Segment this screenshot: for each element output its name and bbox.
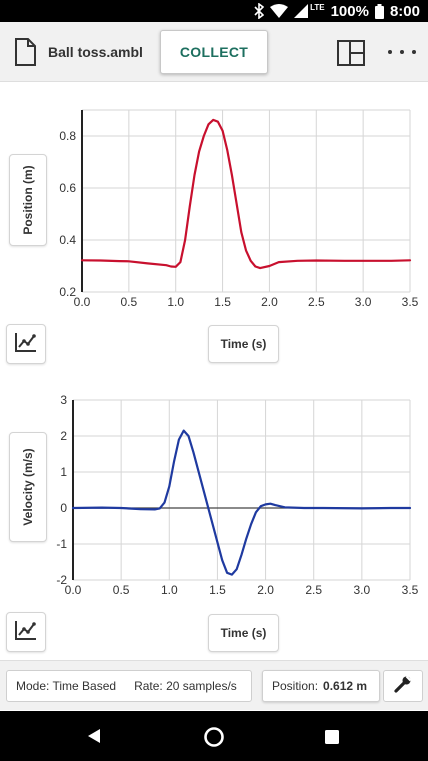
y-axis-label-text: Position (m) (21, 165, 35, 235)
autoscale-button[interactable] (6, 612, 46, 652)
back-icon[interactable] (86, 728, 102, 749)
signal-icon (294, 4, 309, 18)
position-x-axis-label[interactable]: Time (s) (208, 325, 279, 363)
autoscale-button[interactable] (6, 324, 46, 364)
navigation-bar (0, 711, 428, 761)
sensor-settings-button[interactable] (383, 670, 423, 702)
position-y-axis-label[interactable]: Position (m) (9, 154, 47, 246)
position-graph: 0.0 0.5 1.0 1.5 2.0 2.5 3.0 3.5 0.2 0.4 0.6 0.8 Pos… (0, 82, 428, 372)
y-tick-label: -2 (56, 573, 67, 587)
file-icon[interactable] (14, 38, 36, 71)
home-icon[interactable] (203, 726, 225, 753)
x-tick-label: 3.5 (402, 583, 419, 597)
toolbar: Ball toss.ambl COLLECT (0, 22, 428, 82)
mode-text: Mode: Time Based (16, 679, 117, 693)
layout-icon[interactable] (337, 40, 365, 71)
autoscale-icon (14, 619, 38, 646)
x-tick-label: 3.0 (354, 583, 371, 597)
wifi-icon (270, 4, 289, 18)
x-tick-label: 2.0 (257, 583, 274, 597)
velocity-plot[interactable]: 0.0 0.5 1.0 1.5 2.0 2.5 3.0 3.5 -2 -1 0 1 2 3 (0, 372, 428, 660)
status-icons: LTE 100% 8:00 (254, 0, 420, 22)
y-tick-label: 3 (60, 393, 67, 407)
velocity-x-axis-label[interactable]: Time (s) (208, 614, 279, 652)
sensor-meter[interactable]: Position: 0.612 m (262, 670, 380, 702)
autoscale-icon (14, 331, 38, 358)
y-axis-label-text: Velocity (m/s) (21, 448, 35, 526)
y-tick-label: 0 (60, 501, 67, 515)
x-tick-label: 0.5 (121, 295, 138, 309)
file-name[interactable]: Ball toss.ambl (48, 44, 143, 60)
x-tick-label: 3.5 (402, 295, 419, 309)
series-line (80, 118, 412, 270)
x-tick-label: 2.5 (308, 295, 325, 309)
collection-mode-box[interactable]: Mode: Time Based Rate: 20 samples/s (6, 670, 252, 702)
velocity-y-axis-label[interactable]: Velocity (m/s) (9, 432, 47, 542)
bluetooth-icon (254, 3, 265, 19)
rate-text: Rate: 20 samples/s (134, 679, 237, 693)
footer-bar: Mode: Time Based Rate: 20 samples/s Posi… (0, 660, 428, 710)
battery-percent: 100% (330, 2, 369, 20)
velocity-graph: 0.0 0.5 1.0 1.5 2.0 2.5 3.0 3.5 -2 -1 0 1 2 3 Velocit… (0, 372, 428, 660)
x-tick-label: 0.0 (65, 583, 82, 597)
meter-value: 0.612 m (323, 679, 368, 693)
x-tick-label: 0.0 (74, 295, 91, 309)
series-line (71, 429, 412, 576)
y-tick-label: 0.2 (59, 285, 76, 299)
clock: 8:00 (389, 2, 420, 20)
y-tick-label: 1 (60, 465, 67, 479)
wrench-icon (393, 674, 413, 699)
position-plot[interactable]: 0.0 0.5 1.0 1.5 2.0 2.5 3.0 3.5 0.2 0.4 0.6 0.8 (0, 82, 428, 372)
x-tick-label: 1.5 (214, 295, 231, 309)
x-tick-label: 3.0 (355, 295, 372, 309)
status-bar: LTE 100% 8:00 (0, 0, 428, 22)
y-tick-label: 0.6 (59, 181, 76, 195)
x-axis-label-text: Time (s) (220, 626, 267, 640)
x-tick-label: 1.0 (161, 583, 178, 597)
battery-icon (374, 3, 384, 19)
y-tick-label: 0.8 (59, 129, 76, 143)
y-tick-label: -1 (56, 537, 67, 551)
y-tick-label: 0.4 (59, 233, 76, 247)
x-tick-label: 1.5 (209, 583, 226, 597)
y-tick-label: 2 (60, 429, 67, 443)
collect-button[interactable]: COLLECT (160, 30, 268, 74)
x-tick-label: 2.5 (305, 583, 322, 597)
x-axis-label-text: Time (s) (220, 337, 267, 351)
x-tick-label: 0.5 (113, 583, 130, 597)
x-tick-label: 2.0 (261, 295, 278, 309)
more-vert-icon[interactable] (388, 44, 416, 60)
x-tick-label: 1.0 (167, 295, 184, 309)
recent-apps-icon[interactable] (325, 730, 339, 749)
network-type: LTE (310, 2, 325, 12)
meter-label: Position: (272, 679, 319, 693)
